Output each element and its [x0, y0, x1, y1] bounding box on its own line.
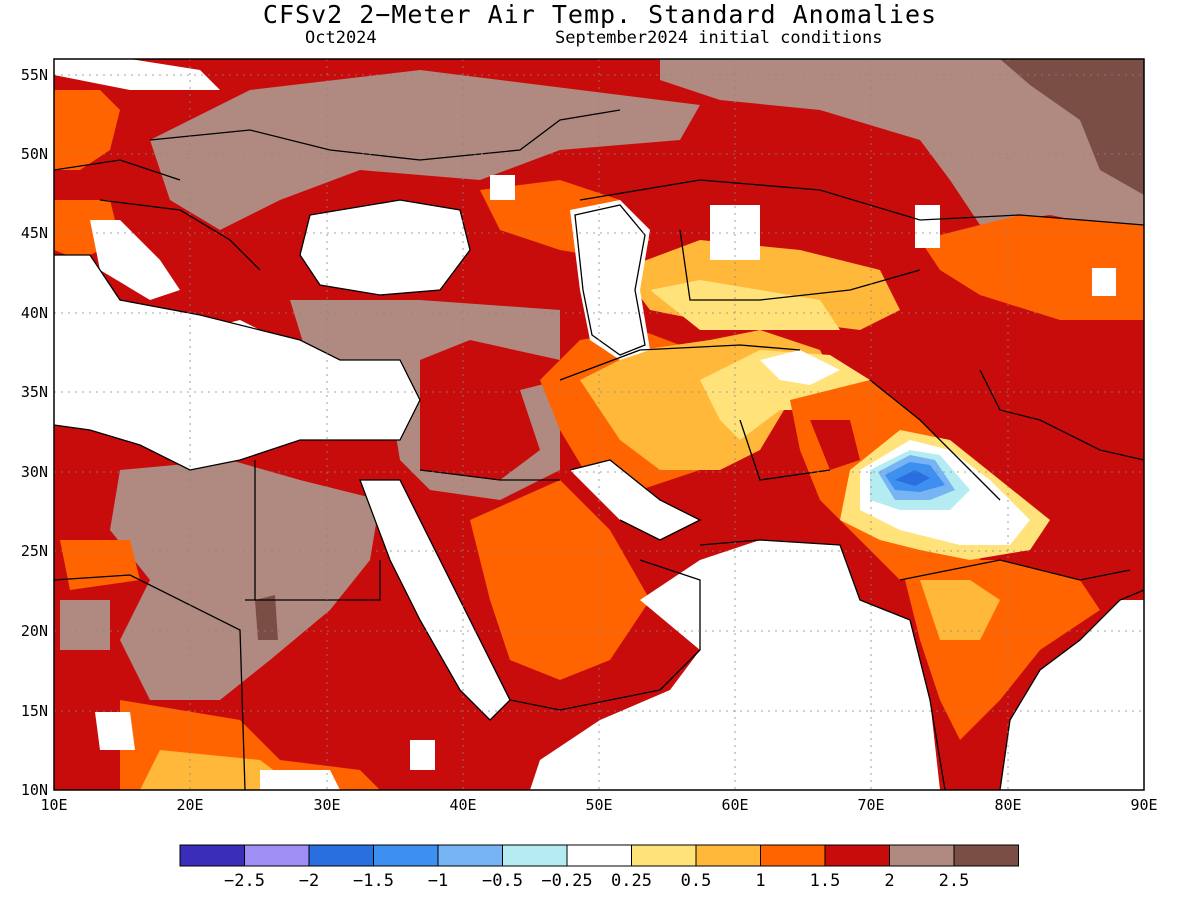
- lat-tick-label: 25N: [21, 542, 48, 560]
- colorbar-label: −0.5: [482, 871, 523, 891]
- colorbar-swatch: [953, 844, 1019, 867]
- valid-month: Oct2024: [305, 28, 377, 48]
- colorbar-swatch: [889, 844, 955, 867]
- colorbar-label: 0.5: [681, 871, 712, 891]
- colorbar-label: −2: [299, 871, 319, 891]
- colorbar-swatch: [695, 844, 761, 867]
- colorbar-swatch: [502, 844, 568, 867]
- colorbar-label: 2: [884, 871, 894, 891]
- colorbar: [179, 844, 1019, 867]
- colorbar-swatch: [437, 844, 503, 867]
- lat-tick-label: 55N: [21, 66, 48, 84]
- colorbar-label: −1.5: [353, 871, 394, 891]
- lat-tick-label: 10N: [21, 781, 48, 799]
- map-frame: [53, 58, 1145, 791]
- gridlines: [54, 59, 1144, 790]
- lon-tick-label: 30E: [313, 796, 340, 814]
- colorbar-label: 1: [755, 871, 765, 891]
- colorbar-swatch: [631, 844, 697, 867]
- colorbar-label: −2.5: [224, 871, 265, 891]
- lat-tick-labels: 10N 15N 20N 25N 30N 35N 40N 45N 50N 55N: [21, 66, 48, 799]
- lon-tick-label: 70E: [857, 796, 884, 814]
- lat-tick-label: 30N: [21, 463, 48, 481]
- colorbar-swatch: [244, 844, 310, 867]
- colorbar-swatch: [824, 844, 890, 867]
- lon-tick-label: 10E: [40, 796, 67, 814]
- lon-tick-labels: 10E 20E 30E 40E 50E 60E 70E 80E 90E: [40, 796, 1157, 814]
- colorbar-label: 0.25: [611, 871, 652, 891]
- anomaly-field: [54, 59, 1144, 790]
- lon-tick-label: 90E: [1130, 796, 1157, 814]
- lat-tick-label: 15N: [21, 702, 48, 720]
- colorbar-label: 2.5: [939, 871, 970, 891]
- colorbar-swatch: [566, 844, 632, 867]
- lat-tick-label: 50N: [21, 145, 48, 163]
- colorbar-swatch: [373, 844, 439, 867]
- colorbar-label: −1: [428, 871, 448, 891]
- colorbar-swatch: [179, 844, 245, 867]
- lon-tick-label: 20E: [176, 796, 203, 814]
- colorbar-labels: −2.5 −2 −1.5 −1 −0.5 −0.25 0.25 0.5 1 1.5 2 2.5: [224, 871, 969, 891]
- lon-tick-label: 50E: [585, 796, 612, 814]
- colorbar-label: −0.25: [541, 871, 592, 891]
- lon-tick-label: 80E: [994, 796, 1021, 814]
- colorbar-label: 1.5: [810, 871, 841, 891]
- lat-tick-label: 40N: [21, 304, 48, 322]
- colorbar-swatch: [308, 844, 374, 867]
- lon-tick-label: 60E: [721, 796, 748, 814]
- lat-tick-label: 45N: [21, 224, 48, 242]
- lat-tick-label: 20N: [21, 622, 48, 640]
- lon-tick-label: 40E: [449, 796, 476, 814]
- lat-tick-label: 35N: [21, 383, 48, 401]
- colorbar-swatch: [760, 844, 826, 867]
- initial-conditions: September2024 initial conditions: [555, 28, 883, 48]
- map-title: CFSv2 2−Meter Air Temp. Standard Anomali…: [262, 0, 938, 29]
